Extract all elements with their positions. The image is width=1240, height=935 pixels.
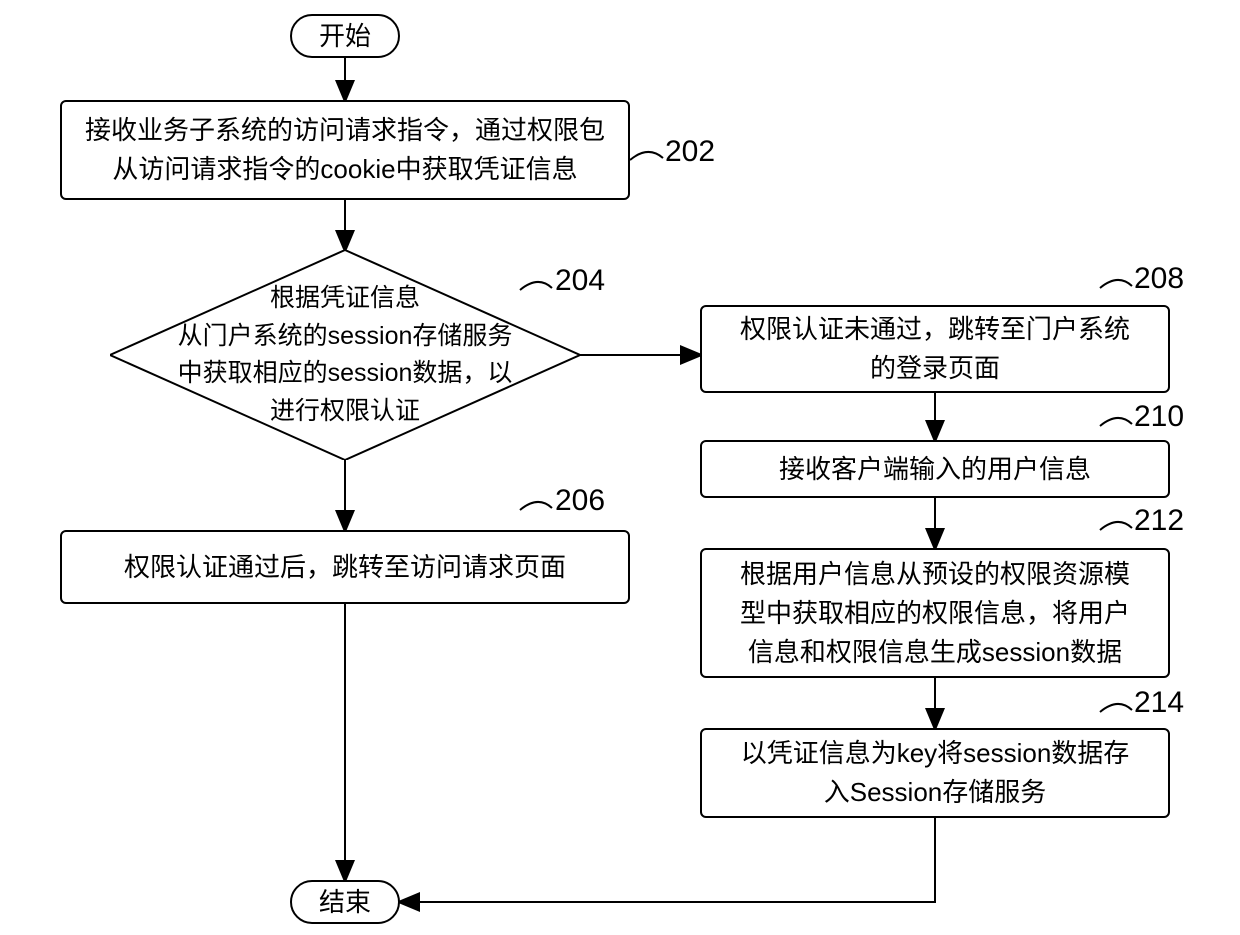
node-text: 权限认证通过后，跳转至访问请求页面: [124, 548, 566, 587]
label-connector: [520, 502, 552, 510]
step-label-l210: 210: [1134, 400, 1184, 434]
edge: [400, 818, 935, 902]
node-text: 权限认证未通过，跳转至门户系统 的登录页面: [740, 310, 1130, 388]
node-text: 开始: [319, 17, 371, 56]
node-s210: 接收客户端输入的用户信息: [700, 440, 1170, 498]
label-connector: [1100, 704, 1132, 712]
node-s204: 根据凭证信息 从门户系统的session存储服务 中获取相应的session数据…: [110, 250, 580, 460]
label-connector: [1100, 522, 1132, 530]
node-start: 开始: [290, 14, 400, 58]
node-s202: 接收业务子系统的访问请求指令，通过权限包 从访问请求指令的cookie中获取凭证…: [60, 100, 630, 200]
step-label-l214: 214: [1134, 686, 1184, 720]
node-text: 以凭证信息为key将session数据存 入Session存储服务: [741, 734, 1130, 812]
node-s212: 根据用户信息从预设的权限资源模 型中获取相应的权限信息，将用户 信息和权限信息生…: [700, 548, 1170, 678]
node-s214: 以凭证信息为key将session数据存 入Session存储服务: [700, 728, 1170, 818]
step-label-l204: 204: [555, 264, 605, 298]
node-text: 接收客户端输入的用户信息: [779, 450, 1091, 489]
step-label-l206: 206: [555, 484, 605, 518]
node-text: 根据凭证信息 从门户系统的session存储服务 中获取相应的session数据…: [157, 280, 533, 430]
step-label-l208: 208: [1134, 262, 1184, 296]
step-label-l202: 202: [665, 135, 715, 169]
node-s208: 权限认证未通过，跳转至门户系统 的登录页面: [700, 305, 1170, 393]
node-s206: 权限认证通过后，跳转至访问请求页面: [60, 530, 630, 604]
label-connector: [1100, 418, 1132, 426]
label-connector: [630, 152, 663, 160]
node-text: 接收业务子系统的访问请求指令，通过权限包 从访问请求指令的cookie中获取凭证…: [85, 111, 605, 189]
node-text: 结束: [319, 883, 371, 922]
node-end: 结束: [290, 880, 400, 924]
label-connector: [1100, 280, 1132, 288]
node-text: 根据用户信息从预设的权限资源模 型中获取相应的权限信息，将用户 信息和权限信息生…: [740, 555, 1130, 672]
step-label-l212: 212: [1134, 504, 1184, 538]
flowchart-canvas: 开始结束 接收业务子系统的访问请求指令，通过权限包 从访问请求指令的cookie中…: [0, 0, 1240, 935]
